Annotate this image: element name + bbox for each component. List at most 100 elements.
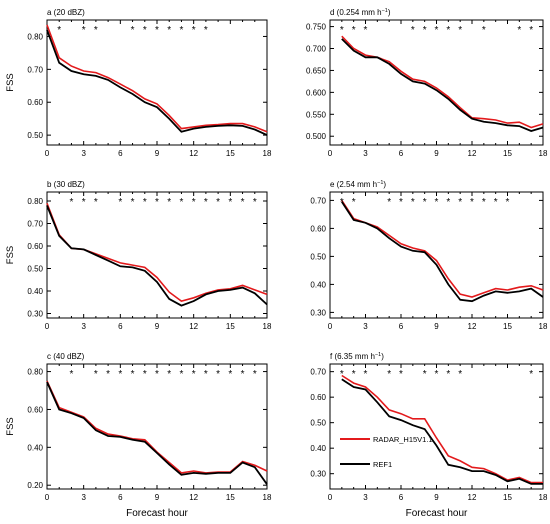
significance-star: * [423,197,427,208]
x-tick-label: 9 [434,493,439,502]
significance-star: * [340,197,344,208]
x-tick-label: 3 [81,493,86,502]
significance-star: * [529,25,533,36]
significance-star: * [57,25,61,36]
x-tick-label: 9 [155,493,160,502]
significance-star: * [94,197,98,208]
x-tick-label: 6 [399,493,404,502]
significance-star: * [446,197,450,208]
series-line-radar [46,24,268,133]
x-tick-label: 6 [118,493,123,502]
significance-star: * [399,369,403,380]
significance-star: * [364,369,368,380]
y-tick-label: 0.30 [310,470,326,479]
significance-star: * [517,25,521,36]
x-tick-label: 18 [539,493,548,502]
x-tick-label: 0 [45,322,50,331]
title-close: ) [383,180,386,189]
y-tick-label: 0.50 [310,252,326,261]
significance-star: * [435,369,439,380]
significance-star: * [94,369,98,380]
y-tick-label: 0.70 [27,65,43,74]
series-line-radar [46,203,268,302]
y-tick-label: 0.70 [310,368,326,377]
y-tick-label: 0.80 [27,197,43,206]
y-tick-label: 0.650 [306,66,327,75]
significance-star: * [167,25,171,36]
significance-star: * [241,197,245,208]
series-line-ref1 [341,378,543,485]
significance-star: * [411,197,415,208]
significance-star: * [364,25,368,36]
significance-star: * [82,197,86,208]
significance-star: * [253,197,257,208]
y-tick-label: 0.40 [27,287,43,296]
x-tick-label: 0 [45,149,50,158]
y-tick-label: 0.750 [306,23,327,32]
y-tick-label: 0.80 [27,368,43,377]
significance-star: * [69,197,73,208]
significance-star: * [340,25,344,36]
series-line-ref1 [46,205,268,307]
y-tick-label: 0.60 [310,393,326,402]
y-axis-label: FSS [5,73,16,91]
panel-e: e (2.54 mm h−1) 0.30 0.40 0.50 0.60 0.70 0 3 6 9 1… [310,180,548,331]
y-tick-label: 0.50 [27,131,43,140]
y-tick-label: 0.60 [27,405,43,414]
axes-frame [329,363,544,490]
x-tick-label: 15 [226,322,235,331]
significance-star: * [69,369,73,380]
y-tick-label: 0.700 [306,45,327,54]
significance-star: * [192,197,196,208]
significance-star: * [446,369,450,380]
axes-frame [329,191,544,319]
panel-title: a (20 dBZ) [47,8,85,17]
x-tick-label: 3 [81,149,86,158]
significance-star: * [82,25,86,36]
significance-star: * [494,197,498,208]
x-tick-label: 3 [81,322,86,331]
significance-star: * [506,197,510,208]
x-tick-label: 15 [226,493,235,502]
y-tick-label: 0.30 [27,310,43,319]
y-tick-label: 0.60 [27,242,43,251]
title-superscript: −1 [382,8,388,14]
legend-label: REF1 [373,460,392,469]
significance-star: * [399,197,403,208]
x-tick-label: 12 [189,149,198,158]
x-tick-label: 9 [155,322,160,331]
significance-star: * [411,25,415,36]
significance-star: * [458,25,462,36]
y-tick-label: 0.550 [306,110,327,119]
significance-star: * [228,197,232,208]
series-line-radar [341,199,544,298]
significance-star: * [482,25,486,36]
significance-star: * [435,25,439,36]
significance-star: * [204,25,208,36]
x-tick-label: 0 [45,493,50,502]
x-tick-label: 15 [503,149,512,158]
panel-f: f (6.35 mm h−1) 0.30 0.40 0.50 0.60 0.70 0 3 6 9 1… [310,352,548,519]
y-tick-label: 0.40 [27,443,43,452]
panel-title: e (2.54 mm h−1) [330,180,386,189]
significance-star: * [143,25,147,36]
x-axis-label: Forecast hour [126,508,188,519]
significance-star: * [94,25,98,36]
significance-star: * [118,197,122,208]
x-tick-label: 3 [363,149,368,158]
significance-star: * [352,369,356,380]
significance-star: * [446,25,450,36]
panel-b: b (30 dBZ) 0.30 0.40 0.50 0.60 0.70 0.80 0 3 6 9 12… [5,180,272,331]
x-tick-label: 9 [434,322,439,331]
x-tick-label: 9 [155,149,160,158]
significance-star: * [179,197,183,208]
x-tick-label: 6 [118,322,123,331]
title-close: ) [381,352,384,361]
y-tick-label: 0.40 [310,280,326,289]
significance-star: * [458,369,462,380]
panel-title: b (30 dBZ) [47,180,85,189]
panel-d: d (0.254 mm h−1) 0.500 0.550 0.600 0.650 0.70… [306,8,548,158]
significance-star: * [155,25,159,36]
significance-star: * [106,369,110,380]
significance-star: * [179,25,183,36]
